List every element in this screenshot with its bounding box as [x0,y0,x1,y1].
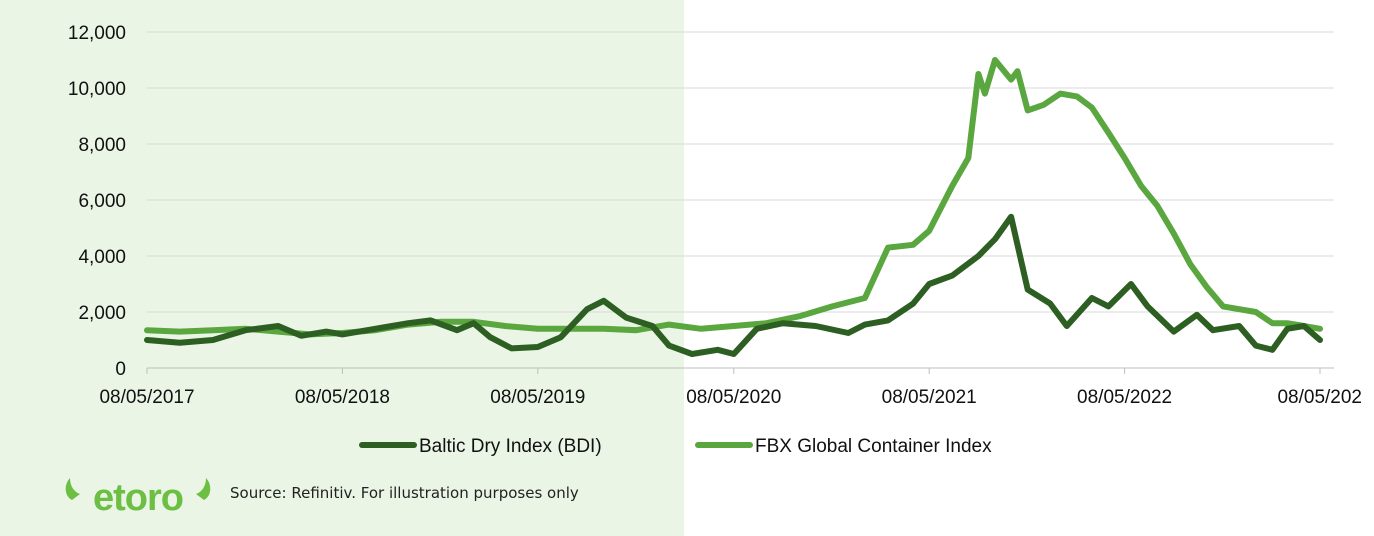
y-tick-label: 12,000 [68,23,126,44]
y-tick-label: 10,000 [68,79,126,100]
svg-text:etoro: etoro [93,477,183,519]
legend-label: Baltic Dry Index (BDI) [419,436,602,457]
y-tick-label: 6,000 [78,191,126,212]
source-note: Source: Refinitiv. For illustration purp… [230,484,579,502]
x-tick-label: 08/05/2022 [1077,387,1172,408]
y-tick-label: 2,000 [78,303,126,324]
x-tick-label: 08/05/202 [1277,387,1362,408]
series-line-bdi [144,213,1323,357]
gridlines [147,31,1334,313]
x-tick-label: 08/05/2021 [882,387,977,408]
x-axis: 08/05/2017 08/05/2018 08/05/2019 08/05/2020… [99,367,1362,408]
x-tick-label: 08/05/2017 [99,387,194,408]
series-lines [144,57,1323,357]
footer: etoro Source: Refinitiv. For illustratio… [62,466,579,520]
x-tick-label: 08/05/2019 [490,387,585,408]
x-tick-label: 08/05/2018 [295,387,390,408]
x-tick-label: 08/05/2020 [686,387,781,408]
highlight-background [0,0,684,536]
y-tick-label: 4,000 [78,247,126,268]
series-line-fbx [144,57,1323,338]
legend-label: FBX Global Container Index [755,436,992,457]
y-axis: 0 2,000 4,000 6,000 8,000 10,000 12,000 [68,23,126,380]
legend: Baltic Dry Index (BDI) FBX Global Contain… [359,436,992,457]
y-tick-label: 8,000 [78,135,126,156]
y-tick-label: 0 [115,359,126,380]
etoro-logo: etoro [65,477,211,519]
